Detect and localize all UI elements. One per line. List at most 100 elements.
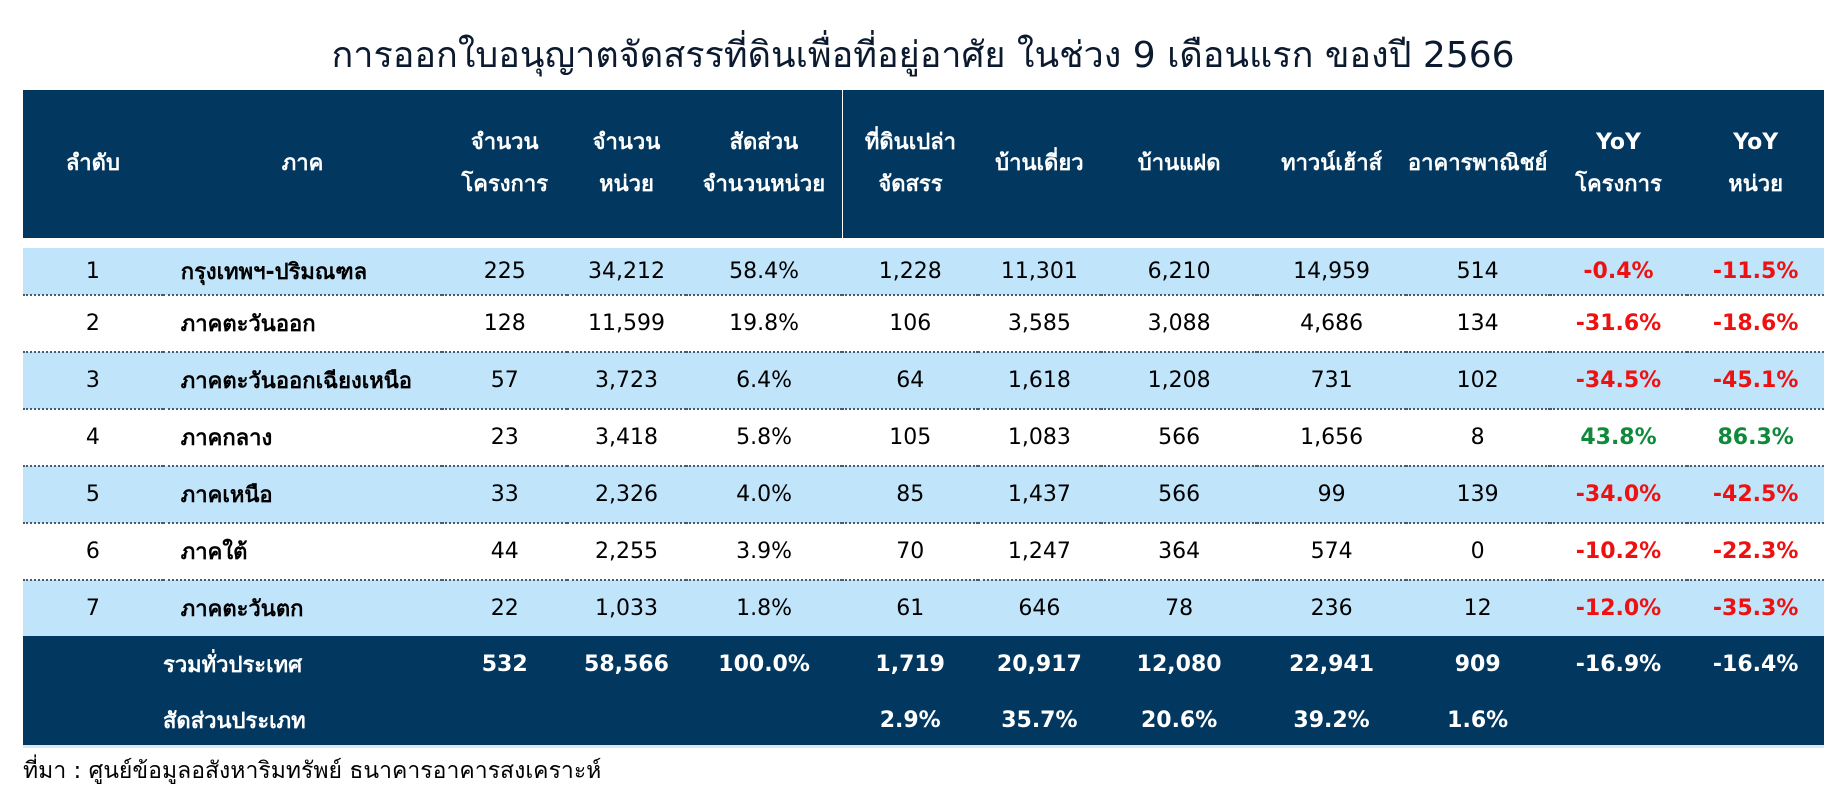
cell-twin: 566 — [1100, 408, 1258, 466]
type-share-empty — [685, 692, 843, 748]
cell-townhouse: 14,959 — [1257, 238, 1406, 295]
cell-no: 5 — [23, 465, 163, 523]
total-label: รวมทั่วประเทศ — [23, 636, 443, 692]
cell-projects: 225 — [442, 238, 568, 295]
cell-yoy-units: -42.5% — [1687, 465, 1824, 523]
cell-yoy-projects: -0.4% — [1549, 238, 1688, 295]
cell-detached: 1,083 — [977, 408, 1101, 466]
cell-yoy-units: -11.5% — [1687, 238, 1824, 295]
cell-no: 6 — [23, 522, 163, 580]
total-land: 1,719 — [842, 636, 978, 692]
cell-units: 3,418 — [567, 408, 686, 466]
cell-region: ภาคตะวันออก — [162, 294, 443, 352]
type-share-empty — [442, 692, 568, 748]
total-projects: 532 — [442, 636, 568, 692]
cell-units: 11,599 — [567, 294, 686, 352]
cell-share: 5.8% — [685, 408, 843, 466]
cell-region: ภาคเหนือ — [162, 465, 443, 523]
type-share-townhouse: 39.2% — [1257, 692, 1406, 748]
cell-yoy-units: -45.1% — [1687, 351, 1824, 409]
cell-no: 7 — [23, 579, 163, 636]
table-row: 5 ภาคเหนือ 33 2,326 4.0% 85 1,437 566 99… — [23, 465, 1824, 523]
cell-commercial: 0 — [1405, 522, 1550, 580]
table-row: 6 ภาคใต้ 44 2,255 3.9% 70 1,247 364 574 … — [23, 522, 1824, 580]
cell-commercial: 134 — [1405, 294, 1550, 352]
cell-units: 2,326 — [567, 465, 686, 523]
cell-share: 19.8% — [685, 294, 843, 352]
cell-detached: 3,585 — [977, 294, 1101, 352]
table-bottom-rule — [23, 745, 1824, 748]
cell-commercial: 8 — [1405, 408, 1550, 466]
cell-share: 58.4% — [685, 238, 843, 295]
table-row: 7 ภาคตะวันตก 22 1,033 1.8% 61 646 78 236… — [23, 579, 1824, 636]
cell-land: 1,228 — [842, 238, 978, 295]
type-share-land: 2.9% — [842, 692, 978, 748]
cell-land: 105 — [842, 408, 978, 466]
cell-twin: 3,088 — [1100, 294, 1258, 352]
cell-twin: 1,208 — [1100, 351, 1258, 409]
table-row: 3 ภาคตะวันออกเฉียงเหนือ 57 3,723 6.4% 64… — [23, 351, 1824, 409]
header-region: ภาค — [162, 90, 443, 243]
cell-region: ภาคใต้ — [162, 522, 443, 580]
cell-yoy-projects: -12.0% — [1549, 579, 1688, 636]
cell-yoy-units: 86.3% — [1687, 408, 1824, 466]
total-townhouse: 22,941 — [1257, 636, 1406, 692]
cell-townhouse: 731 — [1257, 351, 1406, 409]
cell-share: 3.9% — [685, 522, 843, 580]
cell-region: ภาคตะวันตก — [162, 579, 443, 636]
table-row: 1 กรุงเทพฯ-ปริมณฑล 225 34,212 58.4% 1,22… — [23, 238, 1824, 295]
source-note: ที่มา : ศูนย์ข้อมูลอสังหาริมทรัพย์ ธนาคา… — [23, 758, 602, 784]
total-detached: 20,917 — [977, 636, 1101, 692]
cell-townhouse: 99 — [1257, 465, 1406, 523]
cell-units: 1,033 — [567, 579, 686, 636]
cell-yoy-projects: -31.6% — [1549, 294, 1688, 352]
type-share-twin: 20.6% — [1100, 692, 1258, 748]
total-twin: 12,080 — [1100, 636, 1258, 692]
total-row: รวมทั่วประเทศ 532 58,566 100.0% 1,719 20… — [23, 636, 1824, 692]
cell-commercial: 102 — [1405, 351, 1550, 409]
type-share-row: สัดส่วนประเภท 2.9% 35.7% 20.6% 39.2% 1.6… — [23, 692, 1824, 748]
cell-projects: 23 — [442, 408, 568, 466]
cell-region: ภาคกลาง — [162, 408, 443, 466]
total-commercial: 909 — [1405, 636, 1550, 692]
header-projects: จำนวน โครงการ — [442, 90, 568, 243]
cell-detached: 1,247 — [977, 522, 1101, 580]
cell-twin: 364 — [1100, 522, 1258, 580]
cell-townhouse: 574 — [1257, 522, 1406, 580]
cell-land: 85 — [842, 465, 978, 523]
cell-commercial: 12 — [1405, 579, 1550, 636]
cell-projects: 22 — [442, 579, 568, 636]
cell-detached: 1,618 — [977, 351, 1101, 409]
type-share-commercial: 1.6% — [1405, 692, 1550, 748]
type-share-empty — [1687, 692, 1824, 748]
header-vacant-land: ที่ดินเปล่า จัดสรร — [842, 90, 978, 243]
header-twin-house: บ้านแฝด — [1100, 90, 1258, 243]
cell-townhouse: 1,656 — [1257, 408, 1406, 466]
type-share-empty — [567, 692, 686, 748]
cell-detached: 646 — [977, 579, 1101, 636]
cell-land: 70 — [842, 522, 978, 580]
page-title: การออกใบอนุญาตจัดสรรที่ดินเพื่อที่อยู่อา… — [331, 35, 1515, 76]
cell-yoy-projects: -34.0% — [1549, 465, 1688, 523]
cell-share: 6.4% — [685, 351, 843, 409]
cell-land: 64 — [842, 351, 978, 409]
cell-land: 106 — [842, 294, 978, 352]
cell-land: 61 — [842, 579, 978, 636]
cell-yoy-units: -35.3% — [1687, 579, 1824, 636]
header-detached-house: บ้านเดี่ยว — [977, 90, 1101, 243]
table-row: 2 ภาคตะวันออก 128 11,599 19.8% 106 3,585… — [23, 294, 1824, 352]
cell-detached: 1,437 — [977, 465, 1101, 523]
total-units: 58,566 — [567, 636, 686, 692]
header-commercial: อาคารพาณิชย์ — [1405, 90, 1550, 243]
type-share-empty — [1549, 692, 1688, 748]
cell-yoy-units: -22.3% — [1687, 522, 1824, 580]
header-no: ลำดับ — [23, 90, 163, 243]
cell-detached: 11,301 — [977, 238, 1101, 295]
cell-projects: 128 — [442, 294, 568, 352]
cell-units: 34,212 — [567, 238, 686, 295]
cell-yoy-projects: -34.5% — [1549, 351, 1688, 409]
total-share: 100.0% — [685, 636, 843, 692]
cell-projects: 33 — [442, 465, 568, 523]
cell-no: 4 — [23, 408, 163, 466]
type-share-label: สัดส่วนประเภท — [23, 692, 443, 748]
